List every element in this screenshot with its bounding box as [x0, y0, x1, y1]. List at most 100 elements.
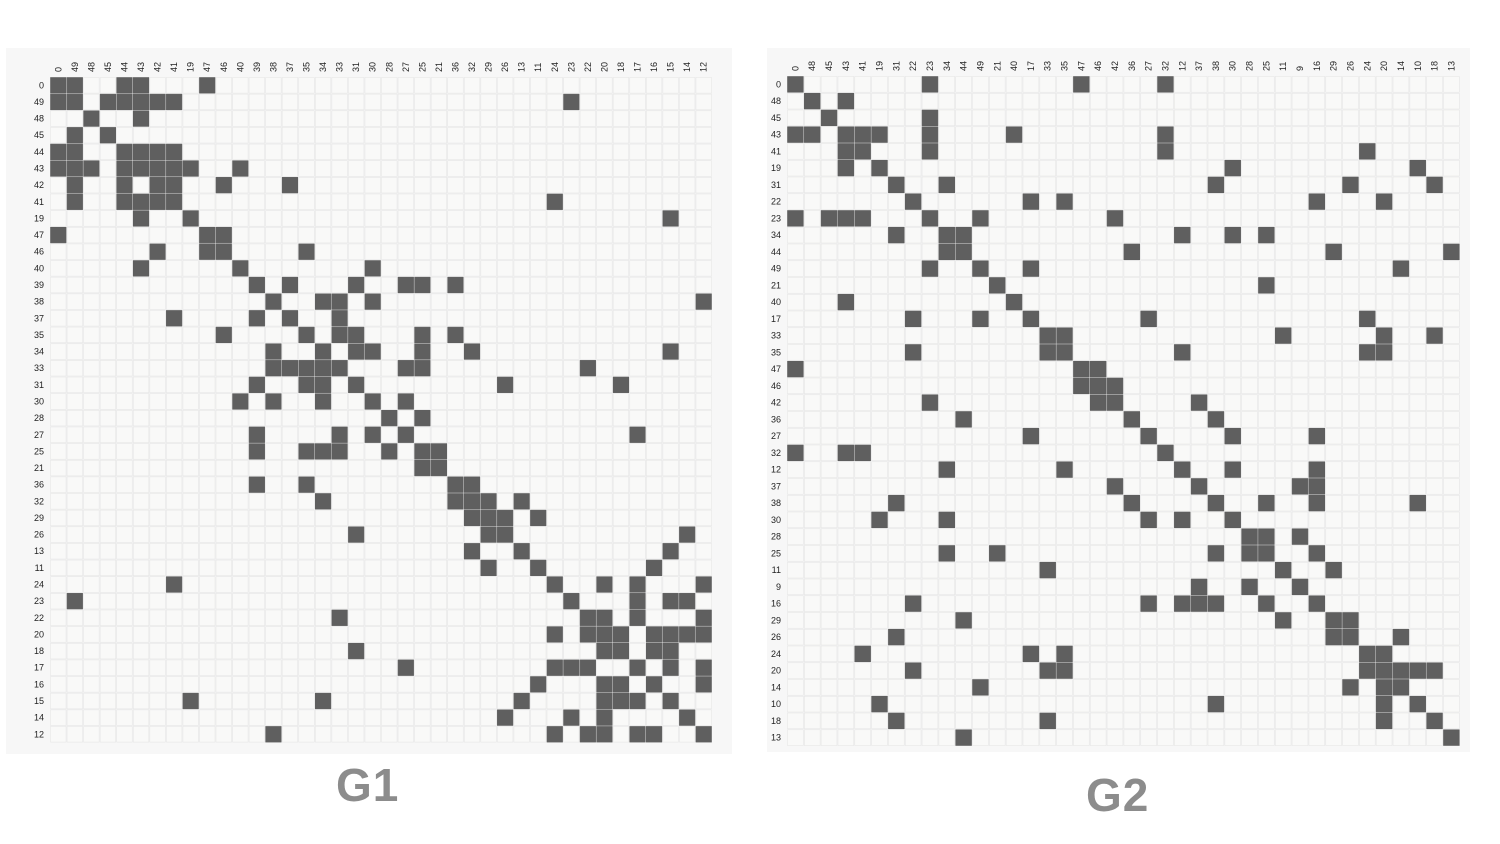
- g1-cell-empty: [66, 543, 83, 560]
- g2-cell-empty: [955, 277, 972, 294]
- g2-y-tick-label: 10: [771, 699, 781, 709]
- g1-cell-filled: [381, 443, 398, 460]
- g1-cell-filled: [132, 93, 150, 111]
- g1-cell-empty: [612, 426, 630, 443]
- g2-cell-empty: [1174, 695, 1191, 713]
- g1-y-tick-label: 16: [34, 679, 44, 689]
- g2-cell-empty: [1241, 494, 1258, 512]
- g1-cell-empty: [83, 709, 100, 726]
- g2-cell-empty: [1224, 561, 1241, 579]
- g1-cell-empty: [612, 559, 630, 576]
- g2-cell-empty: [1005, 461, 1023, 478]
- g2-cell-empty: [888, 478, 905, 495]
- g1-cell-empty: [182, 127, 199, 144]
- g1-cell-filled: [298, 243, 315, 260]
- g1-cell-empty: [199, 543, 216, 560]
- g2-cell-empty: [989, 344, 1006, 361]
- g2-cell-filled: [938, 226, 956, 244]
- g2-cell-empty: [1291, 662, 1309, 679]
- g2-cell-empty: [888, 360, 905, 378]
- g1-cell-empty: [364, 493, 381, 510]
- g1-x-tick-label: 37: [285, 62, 295, 72]
- g1-cell-empty: [546, 243, 563, 260]
- g2-cell-empty: [1005, 595, 1023, 612]
- g2-cell-empty: [1392, 695, 1410, 713]
- g2-cell-empty: [820, 411, 838, 428]
- g2-cell-empty: [1443, 394, 1460, 411]
- g1-cell-empty: [480, 127, 497, 144]
- g1-cell-empty: [546, 593, 563, 610]
- g1-cell-empty: [629, 260, 646, 277]
- g2-cell-empty: [820, 143, 838, 160]
- g2-cell-empty: [1039, 645, 1056, 663]
- g1-cell-empty: [563, 609, 580, 626]
- g1-cell-empty: [629, 93, 646, 111]
- g1-cell-filled: [463, 543, 481, 560]
- g2-cell-filled: [1207, 695, 1225, 713]
- g2-cell-empty: [1342, 92, 1359, 110]
- g2-cell-empty: [1106, 729, 1124, 746]
- g1-cell-empty: [116, 543, 133, 560]
- g2-cell-empty: [1039, 226, 1056, 244]
- g1-cell-filled: [645, 642, 663, 660]
- g2-cell-empty: [1375, 411, 1393, 428]
- g2-cell-empty: [1022, 159, 1040, 177]
- g1-cell-empty: [463, 709, 481, 726]
- g2-cell-empty: [1308, 92, 1326, 110]
- g1-cell-empty: [695, 160, 712, 177]
- g1-cell-empty: [662, 77, 679, 94]
- g1-cell-empty: [364, 676, 381, 693]
- g1-cell-empty: [679, 343, 696, 360]
- g1-cell-filled: [99, 93, 117, 111]
- g2-cell-empty: [1207, 310, 1225, 328]
- g1-cell-filled: [66, 127, 83, 144]
- g1-cell-empty: [50, 559, 67, 576]
- g2-cell-filled: [1207, 176, 1225, 194]
- g1-cell-empty: [166, 393, 183, 410]
- g1-cell-empty: [281, 210, 299, 227]
- g2-cell-empty: [1190, 310, 1208, 328]
- g2-cell-empty: [955, 210, 972, 227]
- g1-cell-empty: [381, 210, 398, 227]
- g1-cell-empty: [563, 676, 580, 693]
- g2-cell-empty: [1325, 193, 1342, 210]
- g2-cell-empty: [1443, 461, 1460, 478]
- g1-cell-empty: [199, 426, 216, 443]
- g2-cell-empty: [972, 243, 989, 261]
- g2-cell-empty: [1274, 662, 1292, 679]
- g2-cell-filled: [1039, 712, 1056, 730]
- g1-cell-empty: [397, 576, 414, 593]
- g2-cell-filled: [1342, 612, 1359, 629]
- g1-cell-empty: [579, 276, 596, 294]
- g1-cell-empty: [331, 110, 348, 127]
- g2-cell-empty: [1089, 310, 1107, 328]
- g2-cell-empty: [787, 327, 804, 344]
- g2-cell-empty: [921, 427, 939, 445]
- g2-cell-empty: [871, 327, 888, 344]
- g2-cell-empty: [1359, 327, 1376, 344]
- g2-cell-empty: [837, 645, 855, 663]
- g1-cell-empty: [66, 459, 83, 477]
- g2-cell-empty: [1308, 528, 1326, 545]
- g2-cell-empty: [938, 494, 956, 512]
- g2-cell-empty: [1291, 411, 1309, 428]
- g1-cell-filled: [662, 626, 679, 643]
- g2-cell-empty: [904, 109, 922, 127]
- g2-cell-empty: [1174, 109, 1191, 127]
- g2-cell-empty: [1039, 494, 1056, 512]
- g2-cell-empty: [871, 578, 888, 596]
- g2-cell-empty: [1056, 427, 1073, 445]
- g2-cell-filled: [1190, 478, 1208, 495]
- g2-cell-empty: [1207, 277, 1225, 294]
- g2-cell-filled: [854, 210, 871, 227]
- g1-y-tick-label: 22: [34, 613, 44, 623]
- g2-cell-empty: [1174, 176, 1191, 194]
- g2-cell-empty: [837, 695, 855, 713]
- g2-cell-empty: [1325, 528, 1342, 545]
- g2-cell-filled: [1409, 662, 1426, 679]
- g1-cell-empty: [695, 243, 712, 260]
- g1-cell-empty: [563, 310, 580, 327]
- g2-cell-empty: [1426, 511, 1443, 529]
- g2-cell-empty: [1224, 595, 1241, 612]
- g1-cell-empty: [397, 609, 414, 626]
